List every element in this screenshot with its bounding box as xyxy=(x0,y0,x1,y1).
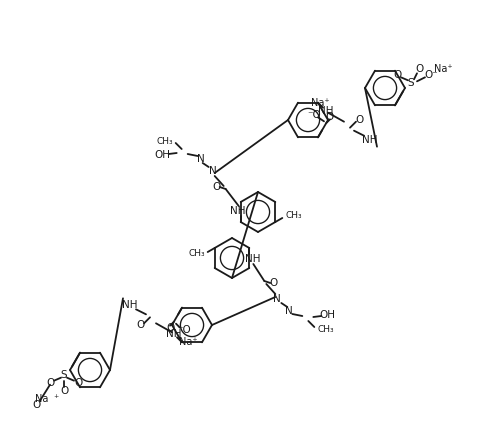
Text: NH: NH xyxy=(245,254,260,264)
Text: Na⁺: Na⁺ xyxy=(179,337,197,347)
Text: ⁻O: ⁻O xyxy=(307,110,321,120)
Text: N: N xyxy=(285,306,293,316)
Text: NH: NH xyxy=(122,300,138,310)
Text: O⁻: O⁻ xyxy=(424,70,438,80)
Text: O: O xyxy=(166,323,174,333)
Text: CH₃: CH₃ xyxy=(188,250,205,259)
Text: NH: NH xyxy=(230,206,246,216)
Text: O: O xyxy=(213,182,221,192)
Text: OH: OH xyxy=(319,310,335,320)
Text: O: O xyxy=(269,278,277,288)
Text: Na⁺: Na⁺ xyxy=(311,99,329,108)
Text: O: O xyxy=(74,378,82,388)
Text: Na⁺: Na⁺ xyxy=(434,64,452,74)
Text: O: O xyxy=(32,400,40,410)
Text: NH: NH xyxy=(166,329,182,339)
Text: N: N xyxy=(209,166,217,176)
Text: CH₃: CH₃ xyxy=(285,211,302,220)
Text: O: O xyxy=(46,378,54,388)
Text: ⁻O: ⁻O xyxy=(177,325,191,335)
Text: ⁺: ⁺ xyxy=(53,394,59,404)
Text: O: O xyxy=(60,386,68,396)
Text: O: O xyxy=(356,115,364,125)
Text: O: O xyxy=(393,70,401,80)
Text: OH: OH xyxy=(155,150,171,160)
Text: NH: NH xyxy=(362,135,378,145)
Text: N: N xyxy=(197,154,205,164)
Text: N: N xyxy=(273,294,281,304)
Text: NH: NH xyxy=(318,106,334,116)
Text: S: S xyxy=(408,78,414,89)
Text: S: S xyxy=(61,370,67,380)
Text: CH₃: CH₃ xyxy=(156,137,173,145)
Text: Na: Na xyxy=(35,394,49,404)
Text: CH₃: CH₃ xyxy=(317,325,334,333)
Text: O: O xyxy=(136,320,144,330)
Text: O: O xyxy=(326,112,334,122)
Text: O: O xyxy=(415,64,423,74)
